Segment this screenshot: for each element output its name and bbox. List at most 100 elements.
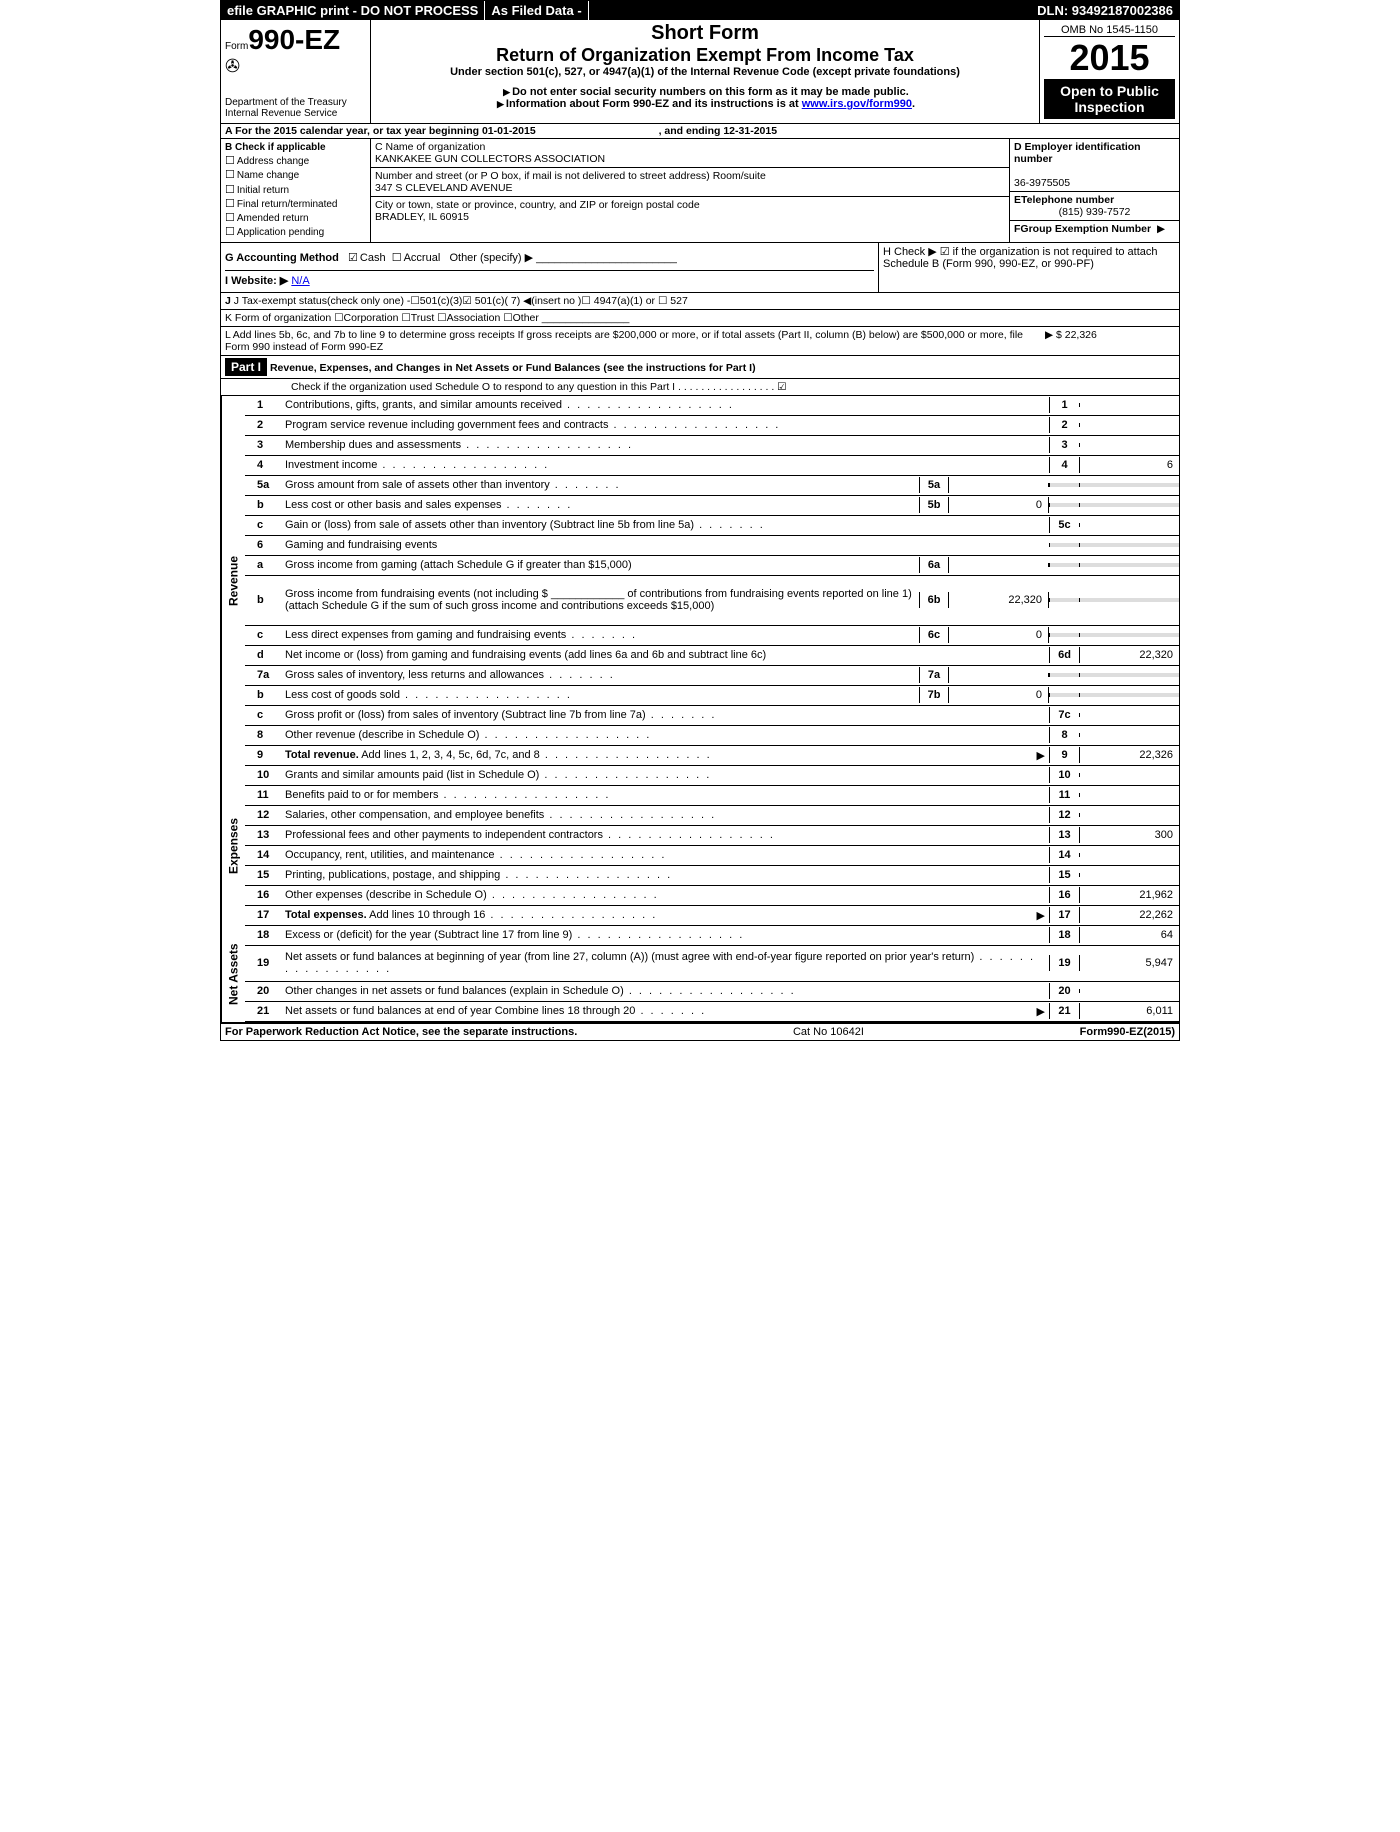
row-k: K Form of organization ☐Corporation ☐Tru… [221, 310, 1179, 327]
line-num: 2 [245, 417, 281, 433]
omb-number: OMB No 1545-1150 [1044, 24, 1175, 37]
right-num: 21 [1049, 1003, 1079, 1019]
top-bar: efile GRAPHIC print - DO NOT PROCESS As … [221, 1, 1179, 20]
chk-initial[interactable] [225, 185, 237, 196]
right-val: 5,947 [1079, 955, 1179, 971]
arrow-icon [501, 86, 512, 98]
open-inspection: Open to Public Inspection [1044, 79, 1175, 119]
line-num: d [245, 647, 281, 663]
shaded [1079, 483, 1179, 487]
g-label: G Accounting Method [225, 252, 339, 264]
short-form-label: Short Form [377, 22, 1033, 45]
year-column: OMB No 1545-1150 2015 Open to Public Ins… [1039, 20, 1179, 123]
footer-mid: Cat No 10642I [577, 1026, 1079, 1038]
c-street-label: Number and street (or P O box, if mail i… [375, 170, 766, 182]
d-grp-label: FGroup Exemption Number [1014, 223, 1151, 235]
c-name-label: C Name of organization [375, 141, 485, 153]
org-street: 347 S CLEVELAND AVENUE [375, 182, 513, 194]
line-c: cGain or (loss) from sale of assets othe… [245, 516, 1179, 536]
shaded [1079, 598, 1179, 602]
chk-address[interactable] [225, 156, 237, 167]
right-val [1079, 773, 1179, 777]
chk-accrual[interactable] [392, 252, 404, 264]
part1-check-o: Check if the organization used Schedule … [221, 379, 1179, 396]
footer-right: Form990-EZ(2015) [1080, 1026, 1175, 1038]
line-desc: Occupancy, rent, utilities, and maintena… [281, 847, 1049, 863]
right-num: 16 [1049, 887, 1079, 903]
shaded [1049, 673, 1079, 677]
line-desc: Less cost of goods sold [281, 687, 919, 703]
right-num: 3 [1049, 437, 1079, 453]
shaded [1049, 693, 1079, 697]
line-c: cGross profit or (loss) from sales of in… [245, 706, 1179, 726]
line-desc: Benefits paid to or for members [281, 787, 1049, 803]
chk-name[interactable] [225, 170, 237, 181]
line-10: 10Grants and similar amounts paid (list … [245, 766, 1179, 786]
org-city: BRADLEY, IL 60915 [375, 211, 469, 223]
h-text: H Check ▶ ☑ if the organization is not r… [879, 243, 1179, 292]
line-desc: Contributions, gifts, grants, and simila… [281, 397, 1049, 413]
website-link[interactable]: N/A [291, 275, 309, 287]
row-gh: G Accounting Method Cash Accrual Other (… [221, 243, 1179, 293]
right-num: 1 [1049, 397, 1079, 413]
irs-link[interactable]: www.irs.gov/form990 [802, 98, 912, 110]
right-num: 4 [1049, 457, 1079, 473]
l-text: L Add lines 5b, 6c, and 7b to line 9 to … [225, 329, 1045, 353]
shaded [1079, 503, 1179, 507]
line-desc: Less cost or other basis and sales expen… [281, 497, 919, 513]
right-val: 64 [1079, 927, 1179, 943]
mid-num: 7a [919, 667, 949, 683]
shaded [1049, 503, 1079, 507]
l-value: ▶ $ 22,326 [1045, 329, 1175, 353]
right-num: 2 [1049, 417, 1079, 433]
row-a-begin: A For the 2015 calendar year, or tax yea… [225, 125, 536, 137]
right-val: 21,962 [1079, 887, 1179, 903]
line-num: 19 [245, 955, 281, 971]
chk-final[interactable] [225, 199, 237, 210]
line-2: 2Program service revenue including gover… [245, 416, 1179, 436]
side-revenue: Revenue [221, 396, 245, 766]
side-netassets: Net Assets [221, 926, 245, 1022]
right-val [1079, 523, 1179, 527]
right-num: 20 [1049, 983, 1079, 999]
line-14: 14Occupancy, rent, utilities, and mainte… [245, 846, 1179, 866]
mid-val: 22,320 [949, 592, 1049, 608]
mid-val: 0 [949, 687, 1049, 703]
line-desc: Gaming and fundraising events [281, 537, 1049, 553]
right-num: 8 [1049, 727, 1079, 743]
mid-val [949, 483, 1049, 487]
line-11: 11Benefits paid to or for members11 [245, 786, 1179, 806]
chk-pending[interactable] [225, 227, 237, 238]
line-num: b [245, 592, 281, 608]
row-l: L Add lines 5b, 6c, and 7b to line 9 to … [221, 327, 1179, 356]
row-a: A For the 2015 calendar year, or tax yea… [221, 124, 1179, 139]
line-num: 16 [245, 887, 281, 903]
shaded [1049, 543, 1079, 547]
line-c: cLess direct expenses from gaming and fu… [245, 626, 1179, 646]
part1-title: Revenue, Expenses, and Changes in Net As… [270, 362, 756, 374]
chk-cash[interactable] [348, 252, 360, 264]
line-desc: Program service revenue including govern… [281, 417, 1049, 433]
arrow-icon [495, 98, 506, 110]
part1-header: Part I Revenue, Expenses, and Changes in… [221, 356, 1179, 379]
chk-amended[interactable] [225, 213, 237, 224]
mid-val: 0 [949, 627, 1049, 643]
title-column: Short Form Return of Organization Exempt… [371, 20, 1039, 123]
form-word: Form [225, 41, 248, 52]
return-title: Return of Organization Exempt From Incom… [377, 45, 1033, 66]
mid-num: 6c [919, 627, 949, 643]
right-num: 17 [1049, 907, 1079, 923]
tel-value: (815) 939-7572 [1014, 206, 1175, 218]
line-18: 18Excess or (deficit) for the year (Subt… [245, 926, 1179, 946]
k-text: K Form of organization ☐Corporation ☐Tru… [225, 312, 539, 324]
right-num: 5c [1049, 517, 1079, 533]
line-1: 1Contributions, gifts, grants, and simil… [245, 396, 1179, 416]
right-val: 22,326 [1079, 747, 1179, 763]
mid-val [949, 563, 1049, 567]
right-val [1079, 873, 1179, 877]
netassets-block: Net Assets 18Excess or (deficit) for the… [221, 926, 1179, 1024]
dln-label: DLN: 93492187002386 [1031, 1, 1179, 20]
line-num: 21 [245, 1003, 281, 1019]
shaded [1049, 563, 1079, 567]
line-num: 14 [245, 847, 281, 863]
